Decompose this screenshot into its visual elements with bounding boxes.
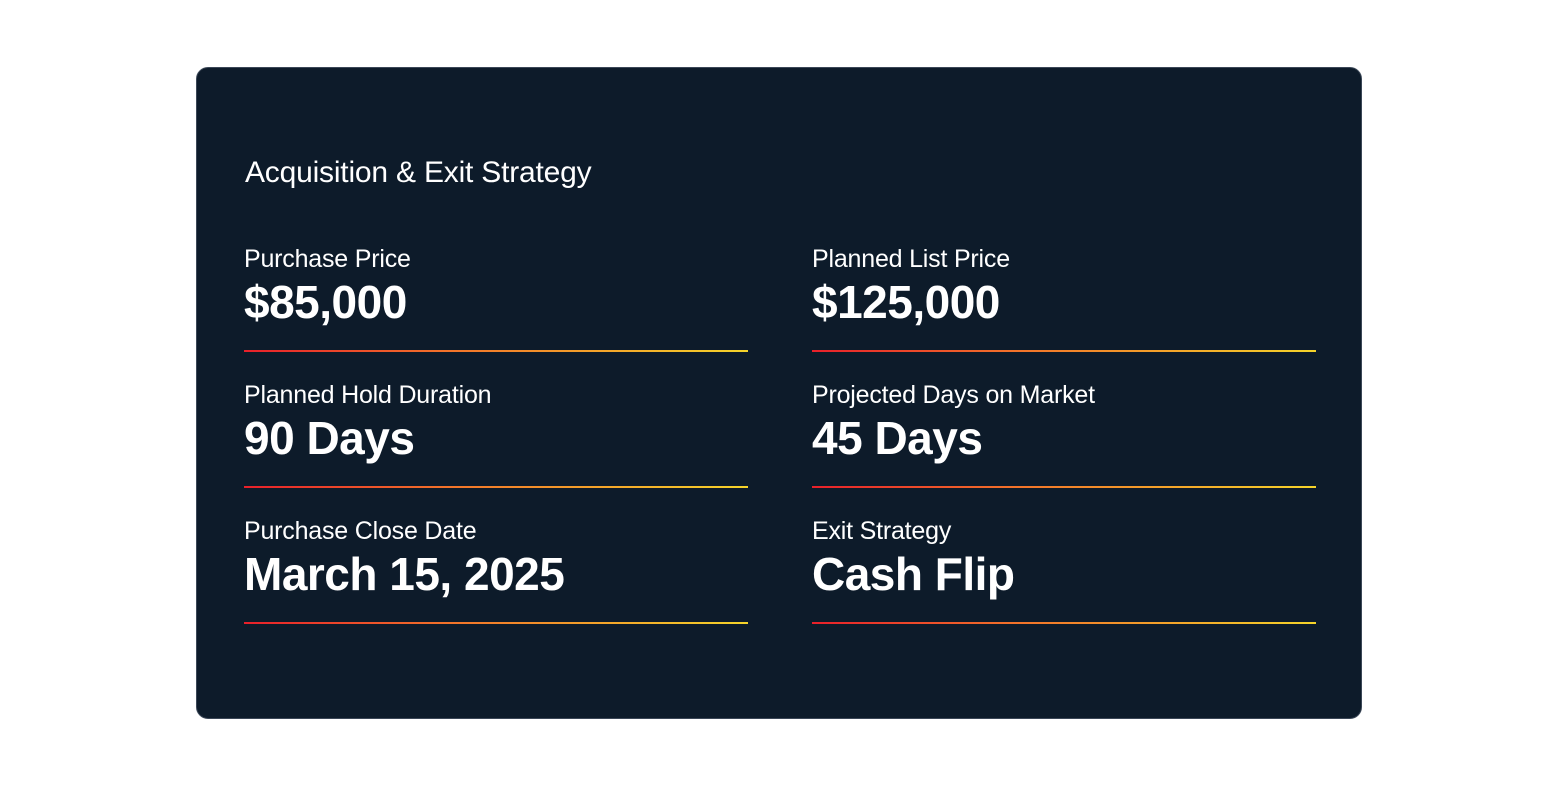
field-label: Purchase Close Date <box>244 517 477 545</box>
field-value: $85,000 <box>244 276 407 328</box>
field-label: Purchase Price <box>244 245 411 273</box>
field-label: Planned List Price <box>812 245 1010 273</box>
field-label: Projected Days on Market <box>812 381 1095 409</box>
field-purchase-close-date: Purchase Close Date March 15, 2025 <box>244 517 748 653</box>
field-projected-days-on-market: Projected Days on Market 45 Days <box>812 381 1316 517</box>
field-planned-list-price: Planned List Price $125,000 <box>812 245 1316 381</box>
gradient-divider <box>244 622 748 624</box>
field-label: Planned Hold Duration <box>244 381 492 409</box>
card-title: Acquisition & Exit Strategy <box>245 156 592 189</box>
gradient-divider <box>812 350 1316 352</box>
acquisition-exit-card: Acquisition & Exit Strategy Purchase Pri… <box>196 67 1362 719</box>
field-value: 90 Days <box>244 412 415 464</box>
gradient-divider <box>812 622 1316 624</box>
field-purchase-price: Purchase Price $85,000 <box>244 245 748 381</box>
field-exit-strategy: Exit Strategy Cash Flip <box>812 517 1316 653</box>
field-label: Exit Strategy <box>812 517 952 545</box>
field-value: Cash Flip <box>812 548 1015 600</box>
field-planned-hold-duration: Planned Hold Duration 90 Days <box>244 381 748 517</box>
gradient-divider <box>812 486 1316 488</box>
field-value: March 15, 2025 <box>244 548 565 600</box>
gradient-divider <box>244 486 748 488</box>
field-value: 45 Days <box>812 412 983 464</box>
gradient-divider <box>244 350 748 352</box>
field-value: $125,000 <box>812 276 1000 328</box>
